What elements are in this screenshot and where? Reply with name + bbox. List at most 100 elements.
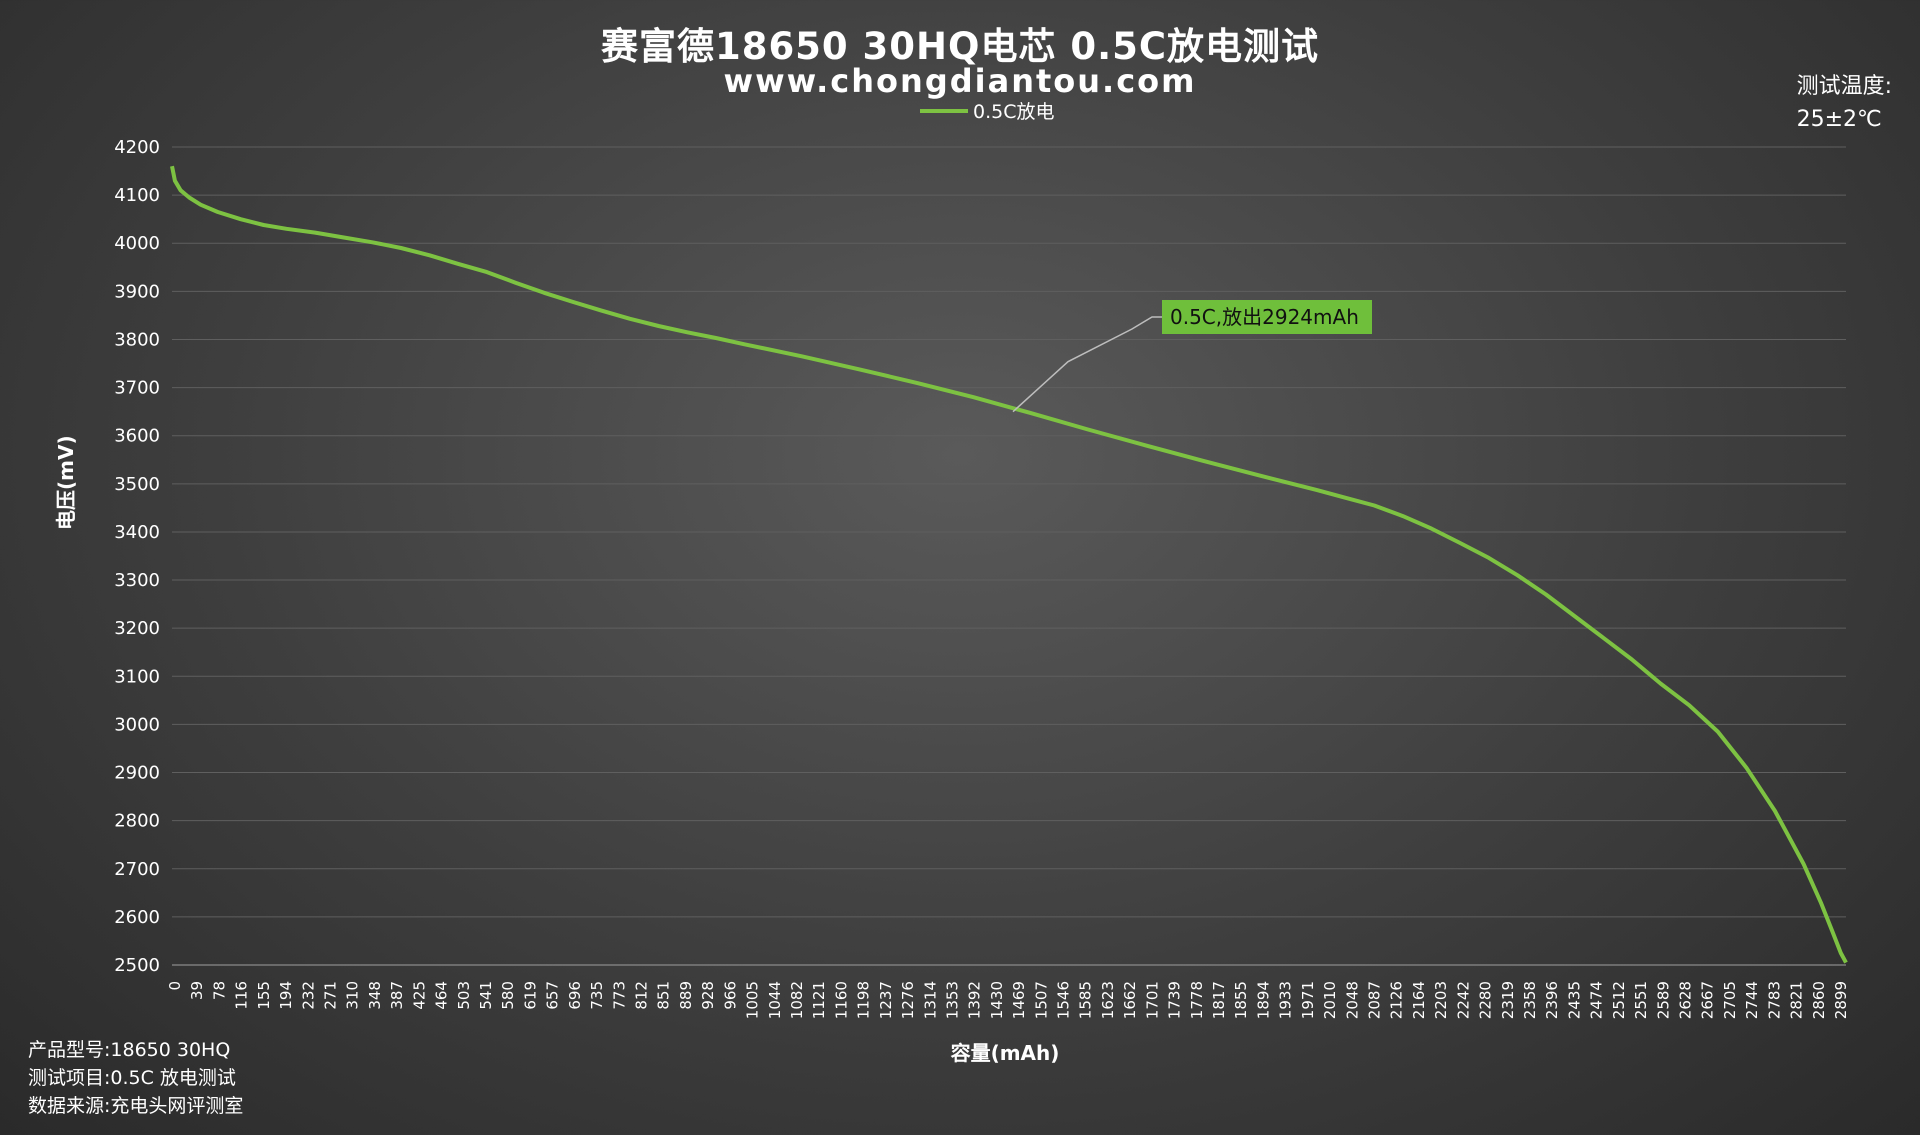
x-tick-label: 2628	[1677, 981, 1695, 1019]
x-tick-label: 271	[321, 981, 339, 1010]
x-tick-label: 773	[610, 981, 628, 1010]
x-tick-label: 1237	[877, 981, 895, 1019]
x-tick-label: 1160	[832, 981, 850, 1019]
x-tick-label: 1971	[1299, 981, 1317, 1019]
x-tick-label: 2280	[1477, 981, 1495, 1019]
x-tick-label: 1392	[966, 981, 984, 1019]
x-tick-label: 194	[277, 981, 295, 1010]
x-tick-label: 116	[233, 981, 251, 1010]
x-tick-label: 0	[166, 981, 184, 991]
x-tick-label: 348	[366, 981, 384, 1010]
x-tick-label: 2821	[1788, 981, 1806, 1019]
x-tick-label: 1314	[921, 981, 939, 1019]
x-tick-label: 1855	[1232, 981, 1250, 1019]
x-tick-label: 2589	[1654, 981, 1672, 1019]
y-tick-label: 3100	[114, 666, 160, 687]
x-tick-label: 2010	[1321, 981, 1339, 1019]
legend: 0.5C放电	[920, 101, 1054, 123]
x-tick-label: 1933	[1277, 981, 1295, 1019]
x-tick-label: 1353	[943, 981, 961, 1019]
x-tick-label: 1276	[899, 981, 917, 1019]
y-tick-label: 3200	[114, 618, 160, 639]
x-tick-label: 619	[521, 981, 539, 1010]
x-tick-label: 2860	[1810, 981, 1828, 1019]
y-tick-label: 3400	[114, 522, 160, 543]
series-line-0.5c	[170, 165, 1848, 964]
y-tick-label: 4200	[114, 137, 160, 158]
y-tick-label: 3800	[114, 329, 160, 350]
x-tick-label: 2164	[1410, 981, 1428, 1019]
x-tick-label: 2744	[1743, 981, 1761, 1019]
x-tick-label: 2048	[1343, 981, 1361, 1019]
x-tick-label: 1817	[1210, 981, 1228, 1019]
x-tick-label: 1044	[766, 981, 784, 1019]
x-tick-label: 696	[566, 981, 584, 1010]
x-tick-label: 1469	[1010, 981, 1028, 1019]
x-tick-label: 1082	[788, 981, 806, 1019]
annotation-text: 0.5C,放出2924mAh	[1170, 305, 1359, 329]
temperature-value: 25±2℃	[1796, 107, 1882, 132]
y-axis-title: 电压(mV)	[54, 435, 78, 530]
x-tick-label: 39	[188, 981, 206, 1000]
data-source: 数据来源:充电头网评测室	[28, 1095, 244, 1117]
temperature-label: 测试温度:	[1796, 74, 1892, 99]
test-temperature: 测试温度: 25±2℃	[1797, 70, 1892, 136]
y-tick-label: 2600	[114, 907, 160, 928]
x-tick-label: 2087	[1366, 981, 1384, 1019]
product-model: 产品型号:18650 30HQ	[28, 1039, 231, 1061]
x-tick-label: 2203	[1432, 981, 1450, 1019]
x-tick-label: 387	[388, 981, 406, 1010]
x-tick-labels: 0 39 78 116 155 194 232 271 310 348 387 425 464 503 54…	[166, 981, 1850, 1019]
x-tick-label: 2705	[1721, 981, 1739, 1019]
y-tick-label: 3700	[114, 378, 160, 399]
x-tick-label: 2899	[1832, 981, 1850, 1019]
x-tick-label: 851	[655, 981, 673, 1010]
x-tick-label: 1005	[744, 981, 762, 1019]
x-tick-label: 735	[588, 981, 606, 1010]
x-tick-label: 1778	[1188, 981, 1206, 1019]
x-axis-title: 容量(mAh)	[950, 1041, 1060, 1065]
annotation: 0.5C,放出2924mAh	[1012, 300, 1372, 413]
x-tick-label: 1585	[1077, 981, 1095, 1019]
x-tick-label: 232	[299, 981, 317, 1010]
y-tick-label: 3000	[114, 714, 160, 735]
y-tick-label: 2700	[114, 859, 160, 880]
x-tick-label: 889	[677, 981, 695, 1010]
y-tick-label: 3500	[114, 474, 160, 495]
x-tick-label: 1507	[1032, 981, 1050, 1019]
x-tick-label: 2126	[1388, 981, 1406, 1019]
x-tick-label: 966	[721, 981, 739, 1010]
x-tick-label: 657	[544, 981, 562, 1010]
x-tick-label: 1739	[1166, 981, 1184, 1019]
x-tick-label: 1546	[1055, 981, 1073, 1019]
x-tick-label: 2512	[1610, 981, 1628, 1019]
y-tick-label: 4100	[114, 185, 160, 206]
x-tick-label: 541	[477, 981, 495, 1010]
x-tick-label: 2242	[1454, 981, 1472, 1019]
y-tick-label: 3300	[114, 570, 160, 591]
footer-info: 产品型号:18650 30HQ 测试项目:0.5C 放电测试 数据来源:充电头网…	[28, 1036, 243, 1120]
x-tick-label: 503	[455, 981, 473, 1010]
chart-title: 赛富德18650 30HQ电芯 0.5C放电测试	[600, 25, 1320, 68]
x-tick-label: 580	[499, 981, 517, 1010]
x-tick-label: 928	[699, 981, 717, 1010]
annotation-box	[1162, 300, 1372, 334]
x-tick-label: 2396	[1543, 981, 1561, 1019]
x-tick-label: 2474	[1588, 981, 1606, 1019]
annotation-leader-line	[1012, 316, 1162, 413]
y-tick-label: 4000	[114, 233, 160, 254]
x-tick-label: 1198	[855, 981, 873, 1019]
y-tick-label: 2900	[114, 763, 160, 784]
grid-lines	[172, 146, 1846, 966]
x-tick-label: 78	[210, 981, 228, 1000]
x-tick-label: 1623	[1099, 981, 1117, 1019]
x-tick-label: 2667	[1699, 981, 1717, 1019]
x-tick-label: 812	[632, 981, 650, 1010]
y-tick-label: 2800	[114, 811, 160, 832]
test-item: 测试项目:0.5C 放电测试	[28, 1067, 236, 1089]
x-tick-label: 1894	[1254, 981, 1272, 1019]
x-tick-label: 1662	[1121, 981, 1139, 1019]
x-tick-label: 1430	[988, 981, 1006, 1019]
